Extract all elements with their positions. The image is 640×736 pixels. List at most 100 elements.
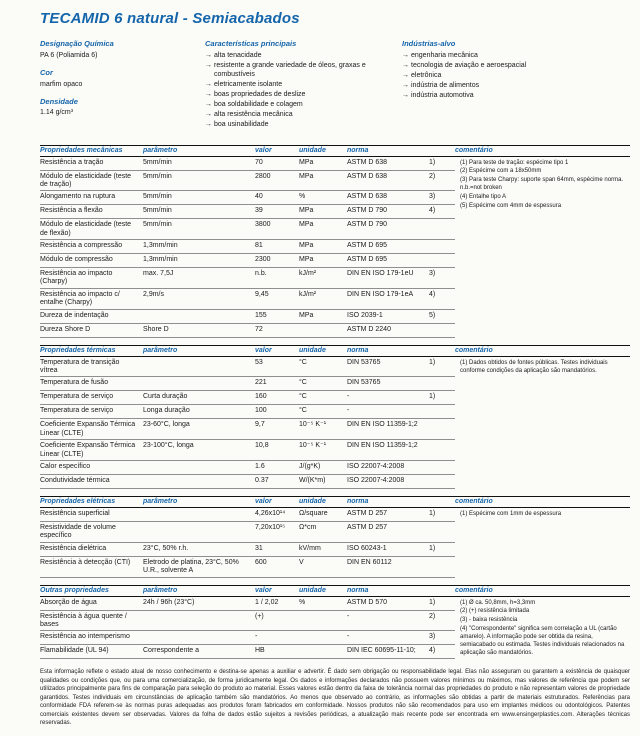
cell-ref: 4) <box>429 290 436 298</box>
list-item: → boas propriedades de deslize <box>205 90 390 99</box>
cell-parametro: Longa duração <box>143 407 190 415</box>
list-item-text: indústria de alimentos <box>411 82 480 90</box>
cell-parametro: Correspondente a <box>143 647 200 655</box>
table-row: Resistência ao intemperismo - - 3) <box>40 631 455 646</box>
cell-parametro <box>143 524 255 541</box>
cell-parametro <box>143 633 255 643</box>
cell-unidade: MPa <box>299 172 314 180</box>
cell-ref <box>429 379 455 389</box>
comment-line: (3) Para teste Charpy: suporte span 64mm… <box>460 177 624 192</box>
cell-ref: 1) <box>429 544 436 552</box>
section-title: Propriedades térmicas <box>40 346 116 354</box>
cell-unidade: 10⁻⁵ K⁻¹ <box>299 442 327 450</box>
cell-property: Flamabilidade (UL 94) <box>40 647 109 655</box>
cell-norma: ASTM D 638 <box>347 172 388 180</box>
list-item: → boa soldabilidade e colagem <box>205 100 390 109</box>
cell-norma: DIN 53765 <box>347 379 381 387</box>
cell-norma: ASTM D 790 <box>347 207 388 215</box>
arrow-icon: → <box>205 101 212 109</box>
list-item-text: boa usinabilidade <box>214 121 269 129</box>
cell-valor: - <box>255 633 258 641</box>
cell-property: Resistência ao impacto (Charpy) <box>40 270 113 286</box>
table-row: Alongamento na ruptura 5mm/min 40% ASTM D 6… <box>40 191 455 206</box>
table-body: Resistência a tração 5mm/min 70 MPa ASTM D 6… <box>40 157 630 338</box>
property-tables: Propriedades mecânicas parâmetro valor unid… <box>40 144 630 660</box>
cell-ref: 4) <box>429 207 436 215</box>
comments-block: (1) Ø ca. 50,8mm, h=3,3mm (2) (+) resistê… <box>455 597 630 659</box>
info-section: Designação Química PA 6 (Poliamida 6) Co… <box>40 39 630 131</box>
cell-unidade: kV/mm <box>299 544 321 552</box>
cell-parametro: 2,9m/s <box>143 290 165 298</box>
list-item-text: boas propriedades de deslize <box>214 91 306 99</box>
list-item-text: engenharia mecânica <box>411 51 478 59</box>
cell-parametro: 23°C, 50% r.h. <box>143 544 189 552</box>
cell-norma: ISO 2039-1 <box>347 311 383 319</box>
table-row: Coeficiente Expansão Térmica Linear (CLT… <box>40 419 455 441</box>
cell-parametro: 24h / 96h (23°C) <box>143 598 195 606</box>
cell-norma: - <box>347 393 350 401</box>
density-label: Densidade <box>40 96 78 106</box>
cell-ref <box>429 242 455 252</box>
cell-property: Coeficiente Expansão Térmica Linear (CLT… <box>40 442 136 458</box>
col-header-parametro: parâmetro <box>143 346 178 354</box>
table-row: Resistência a tração 5mm/min 70 MPa ASTM D 6… <box>40 157 455 171</box>
table-row: Módulo de compressão 1,3mm/min 2300 MPa ASTM… <box>40 254 455 269</box>
table-row: Módulo de elasticidade (teste de tração)… <box>40 171 455 192</box>
property-section: Outras propriedades parâmetro valor unidade… <box>40 584 630 660</box>
industries-list: → engenharia mecânica → tecnologia de aviaç… <box>402 51 630 100</box>
cell-norma: DIN EN ISO 11359-1;2 <box>347 421 418 429</box>
cell-norma: ASTM D 2240 <box>347 325 391 333</box>
cell-unidade: °C <box>299 358 307 366</box>
table-row: Resistividade de volume específico 7,20x1… <box>40 522 455 543</box>
cell-unidade <box>299 326 347 336</box>
cell-norma: ASTM D 638 <box>347 158 388 166</box>
list-item-text: boa soldabilidade e colagem <box>214 101 303 109</box>
cell-valor: 600 <box>255 558 267 566</box>
cell-norma: DIN EN ISO 179-1eA <box>347 290 414 298</box>
cell-property: Temperatura de transição vítrea <box>40 358 120 375</box>
cell-ref <box>429 326 455 336</box>
col-header-parametro: parâmetro <box>143 497 178 505</box>
table-row: Resistência superficial 4,26x10¹⁴ Ω/square… <box>40 508 455 522</box>
arrow-icon: → <box>205 51 212 59</box>
table-header-row: Outras propriedades parâmetro valor unidade… <box>40 584 630 597</box>
cell-property: Resistência à água quente / bases <box>40 612 127 628</box>
cell-property: Condutividade térmica <box>40 476 110 484</box>
chemical-designation-label: Designação Química <box>40 39 114 48</box>
table-row: Temperatura de serviço Curta duração 160 °C… <box>40 391 455 406</box>
info-col-identity: Designação Química PA 6 (Poliamida 6) Co… <box>40 39 205 131</box>
cell-property: Absorção de água <box>40 598 97 606</box>
cell-ref <box>429 256 455 266</box>
cell-property: Módulo de elasticidade (teste de flexão) <box>40 221 132 237</box>
table-row: Resistência à detecção (CTI) Eletrodo de … <box>40 557 455 578</box>
disclaimer-text: Esta informação reflete o estado atual d… <box>40 669 630 727</box>
cell-ref: 4) <box>429 647 436 655</box>
comment-line: (5) Espécime com 4mm de espessura <box>460 203 562 210</box>
list-item-text: alta resistência mecânica <box>214 111 293 119</box>
table-rows: Resistência superficial 4,26x10¹⁴ Ω/square… <box>40 508 455 578</box>
comment-line: (1) Para teste de tração: espécime tipo … <box>460 159 569 166</box>
cell-parametro <box>143 477 255 487</box>
features-label: Características principais <box>205 39 297 48</box>
section-title: Propriedades mecânicas <box>40 146 123 154</box>
cell-ref: 1) <box>429 393 436 401</box>
comments-block: (1) Dados obtidos de fontes públicas. Te… <box>455 357 630 377</box>
cell-norma: ASTM D 790 <box>347 221 388 229</box>
comment-line: (4) Entalhe tipo A <box>460 194 507 201</box>
cell-valor: 160 <box>255 393 267 401</box>
cell-valor: 1.6 <box>255 462 265 470</box>
arrow-icon: → <box>402 92 409 100</box>
cell-valor: 10,8 <box>255 442 269 450</box>
col-header-unidade: unidade <box>299 497 326 505</box>
cell-unidade: % <box>299 193 306 201</box>
cell-norma: ASTM D 257 <box>347 509 388 517</box>
cell-unidade: MPa <box>299 158 314 166</box>
cell-norma: DIN EN ISO 11359-1;2 <box>347 442 418 450</box>
cell-property: Temperatura de serviço <box>40 393 114 401</box>
col-header-valor: valor <box>255 586 272 594</box>
cell-parametro: 1,3mm/min <box>143 242 178 250</box>
col-header-norma: norma <box>347 146 369 154</box>
cell-norma: ISO 60243-1 <box>347 544 387 552</box>
cell-unidade: MPa <box>299 256 314 264</box>
cell-norma: DIN 53765 <box>347 358 381 366</box>
